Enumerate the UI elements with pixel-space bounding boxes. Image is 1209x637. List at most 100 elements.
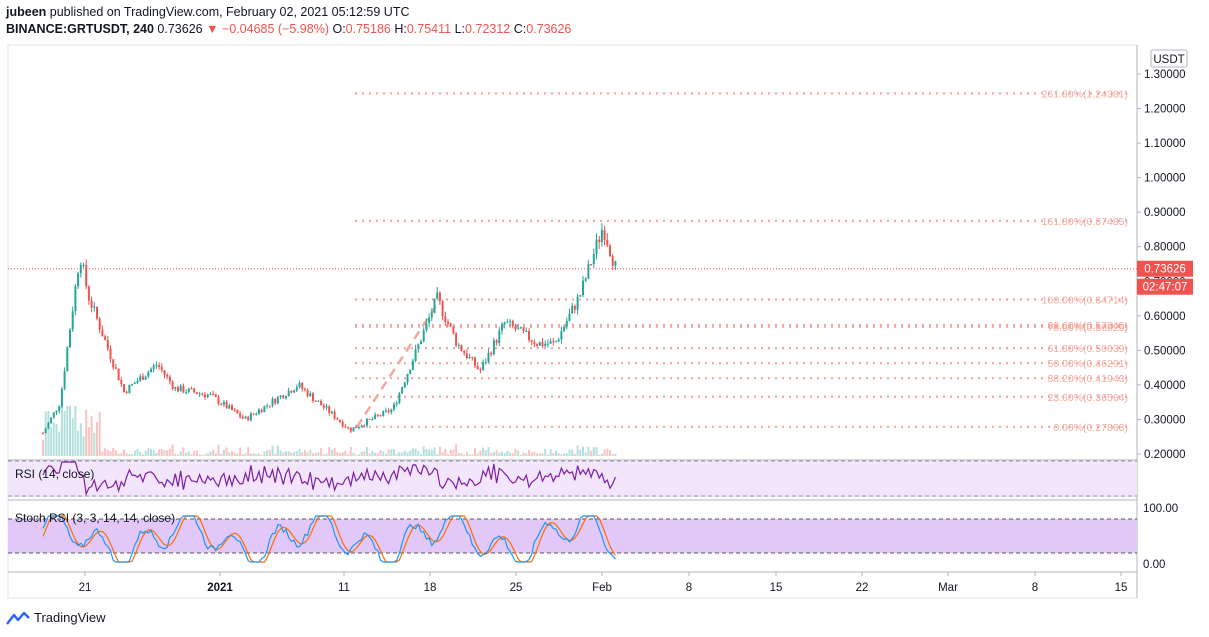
candle-body [433, 298, 436, 313]
candle-body [74, 286, 77, 312]
candle-body [476, 365, 479, 369]
volume-bar [71, 418, 74, 456]
volume-bar [517, 450, 520, 456]
rsi-label[interactable]: RSI (14, close) [15, 467, 94, 481]
candle-body [247, 416, 250, 421]
fib-level-label: 261.80%(1.24381) [1042, 88, 1128, 100]
volume-bar [50, 427, 53, 456]
volume-bar [79, 423, 82, 456]
price-tick-label: 0.30000 [1144, 414, 1186, 426]
volume-bar [409, 450, 412, 456]
volume-bar [222, 449, 225, 456]
volume-bar [85, 409, 88, 456]
volume-bar [536, 453, 539, 456]
volume-bar [541, 453, 544, 456]
close-value: 0.73626 [526, 22, 572, 36]
volume-bar [357, 454, 360, 456]
volume-bar [96, 422, 98, 456]
volume-bar [390, 449, 393, 456]
price-tick-label: 0.90000 [1144, 207, 1186, 219]
volume-bar [606, 448, 609, 456]
high-label: H: [394, 22, 407, 36]
volume-bar [533, 451, 536, 456]
candle-body [614, 260, 617, 266]
candle-body [187, 388, 190, 393]
volume-bar [271, 445, 274, 456]
volume-bar [90, 416, 93, 456]
volume-bar [60, 406, 63, 456]
volume-bar [546, 454, 549, 456]
fib-level-label: 50.00%(0.46291) [1047, 358, 1128, 370]
candle-body [104, 336, 107, 341]
candle-body [120, 380, 123, 385]
candle-body [287, 390, 290, 397]
volume-bar [414, 448, 417, 456]
candle-body [387, 410, 390, 413]
volume-bar [384, 453, 387, 456]
candle-body [303, 388, 306, 390]
candle-body [428, 317, 431, 323]
candle-body [330, 411, 333, 414]
time-axis[interactable]: 21 2021 11 18 25 Feb 8 15 22 Mar 8 15 [79, 572, 1128, 594]
volume-bar [187, 451, 190, 456]
stoch-lines [42, 515, 616, 563]
candle-body [584, 278, 587, 281]
low-label: L: [454, 22, 466, 36]
candle-body [160, 367, 163, 371]
candle-body [484, 362, 487, 364]
volume-bar [155, 452, 158, 456]
volume-bar [582, 446, 584, 456]
candle-body [355, 427, 358, 429]
candle-body [47, 422, 50, 429]
volume-bar [206, 453, 209, 456]
candle-body [309, 393, 312, 397]
footer-brand[interactable]: TradingView [6, 610, 106, 625]
volume-bar [147, 447, 150, 456]
countdown-tag: 02:47:07 [1137, 278, 1193, 295]
volume-bar [498, 452, 501, 456]
candle-body [560, 330, 563, 340]
candle-body [522, 327, 525, 332]
fib-retracement[interactable]: 261.80%(1.24381) 161.80%(0.87485) 100.00%(… [355, 88, 1130, 434]
volume-bar [330, 450, 333, 456]
candle-body [82, 264, 85, 266]
candle-body [239, 413, 242, 417]
volume-bar [387, 449, 390, 456]
candle-body [233, 410, 236, 412]
candle-body [106, 340, 109, 349]
candle-body [336, 418, 339, 420]
volume-bar [136, 449, 139, 456]
currency-box[interactable] [1150, 49, 1188, 68]
candle-body [339, 419, 341, 422]
volume-bar [487, 447, 490, 456]
candle-body [436, 292, 439, 299]
fib-level-label: 161.80%(0.87485) [1042, 216, 1128, 228]
volume-bar [87, 427, 90, 456]
footer-brand-text: TradingView [34, 610, 106, 625]
volume-bar [177, 454, 179, 456]
volume-bar [266, 450, 269, 456]
candle-body [498, 330, 501, 343]
candle-body [50, 417, 53, 423]
candle-body [422, 330, 425, 342]
candle-body [263, 405, 266, 412]
volume-bar [287, 451, 290, 456]
volume-bar [144, 450, 147, 456]
time-tick-label: 22 [856, 582, 869, 594]
candle-body [152, 365, 155, 369]
volume-bar [614, 453, 617, 456]
candle-body [87, 286, 90, 301]
candle-body [492, 340, 495, 355]
volume-bar [212, 449, 215, 456]
price-tick-label: 0.60000 [1144, 311, 1186, 323]
candle-body [139, 376, 142, 381]
stoch-label[interactable]: Stoch RSI (3, 3, 14, 14, close) [15, 511, 175, 525]
candle-body [352, 427, 355, 432]
candle-body [168, 376, 171, 382]
fib-level-label: 100.00%(0.64714) [1042, 295, 1128, 307]
author-name[interactable]: jubeen [6, 5, 47, 19]
candle-body [606, 239, 609, 246]
volume-bar [482, 447, 485, 456]
volume-bar [336, 452, 339, 456]
